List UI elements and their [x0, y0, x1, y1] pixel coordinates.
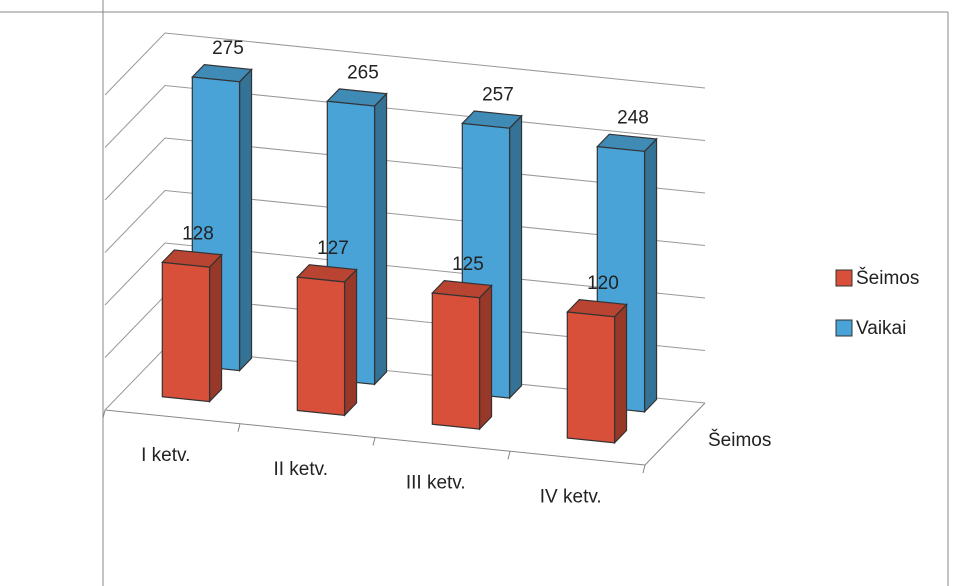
x-tick	[237, 423, 241, 432]
data-label: 127	[317, 238, 349, 259]
bar	[296, 276, 346, 416]
bar-side	[238, 67, 253, 373]
data-label: 275	[212, 38, 244, 59]
data-label: 265	[347, 62, 379, 83]
bar-side	[343, 268, 358, 417]
grid-line	[104, 189, 706, 253]
bar-side	[208, 253, 223, 404]
bar	[161, 261, 211, 403]
x-tick-label: III ketv.	[406, 473, 466, 494]
data-label: 257	[482, 84, 514, 105]
x-tick	[642, 464, 646, 474]
grid-line	[104, 137, 706, 201]
bar-side	[613, 302, 628, 445]
bar-side	[373, 92, 388, 386]
grid-line	[104, 242, 706, 306]
bar-side	[508, 114, 523, 400]
x-tick-label: IV ketv.	[540, 486, 602, 507]
x-tick	[507, 451, 511, 460]
depth-axis	[644, 402, 706, 466]
data-label: 248	[617, 108, 649, 129]
grid-line	[104, 32, 706, 96]
legend-swatch	[835, 319, 853, 337]
data-label: 125	[452, 254, 484, 275]
x-tick-label: II ketv.	[273, 459, 328, 480]
grid-line	[104, 84, 706, 148]
data-label: 120	[587, 273, 619, 294]
depth-label: Šeimos	[708, 429, 771, 451]
x-tick-label: I ketv.	[141, 445, 190, 466]
x-tick	[372, 437, 376, 446]
x-tick	[102, 409, 106, 419]
legend-label: Vaikai	[856, 318, 906, 339]
bar-side	[643, 137, 658, 414]
bar	[431, 292, 481, 430]
legend-label: Šeimos	[856, 267, 919, 289]
bar	[566, 311, 616, 444]
data-label: 128	[182, 223, 214, 244]
legend-swatch	[835, 269, 853, 287]
bar-side	[478, 283, 493, 431]
